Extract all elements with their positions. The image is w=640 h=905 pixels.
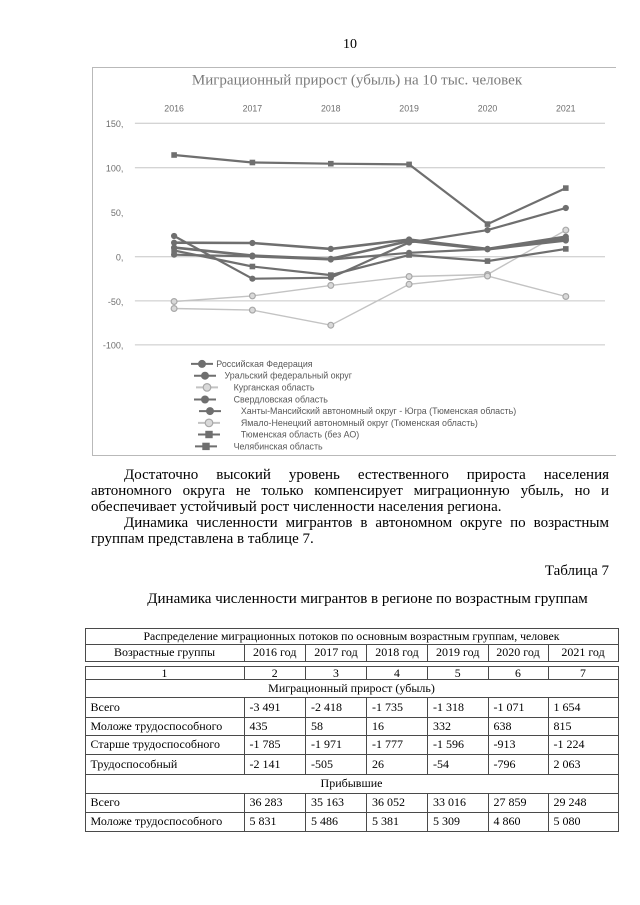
svg-text:50,: 50, — [110, 207, 123, 217]
svg-text:2020: 2020 — [477, 103, 497, 113]
svg-text:2021: 2021 — [556, 103, 576, 113]
svg-text:2016: 2016 — [164, 103, 184, 113]
svg-text:Ямало-Ненецкий автономный окру: Ямало-Ненецкий автономный округ (Тюменск… — [240, 417, 477, 427]
svg-text:0,: 0, — [115, 252, 123, 262]
svg-text:Тюменская область (без АО): Тюменская область (без АО) — [240, 429, 358, 439]
svg-text:Уральский федеральный округ: Уральский федеральный округ — [224, 370, 351, 380]
svg-text:Российская Федерация: Российская Федерация — [216, 358, 312, 368]
svg-text:2017: 2017 — [242, 103, 262, 113]
svg-text:150,: 150, — [105, 118, 123, 128]
svg-text:Свердловская область: Свердловская область — [233, 394, 328, 404]
svg-text:100,: 100, — [105, 163, 123, 173]
svg-text:2019: 2019 — [399, 103, 419, 113]
svg-text:Миграционный прирост (убыль) н: Миграционный прирост (убыль) на 10 тыс. … — [191, 72, 522, 88]
svg-text:2018: 2018 — [321, 103, 341, 113]
svg-text:Курганская область: Курганская область — [233, 382, 314, 392]
svg-text:Челябинская область: Челябинская область — [233, 441, 322, 451]
svg-text:Ханты-Мансийский автономный ок: Ханты-Мансийский автономный округ - Югра… — [240, 406, 515, 416]
svg-text:-50,: -50, — [107, 296, 123, 306]
svg-text:-100,: -100, — [102, 340, 123, 350]
